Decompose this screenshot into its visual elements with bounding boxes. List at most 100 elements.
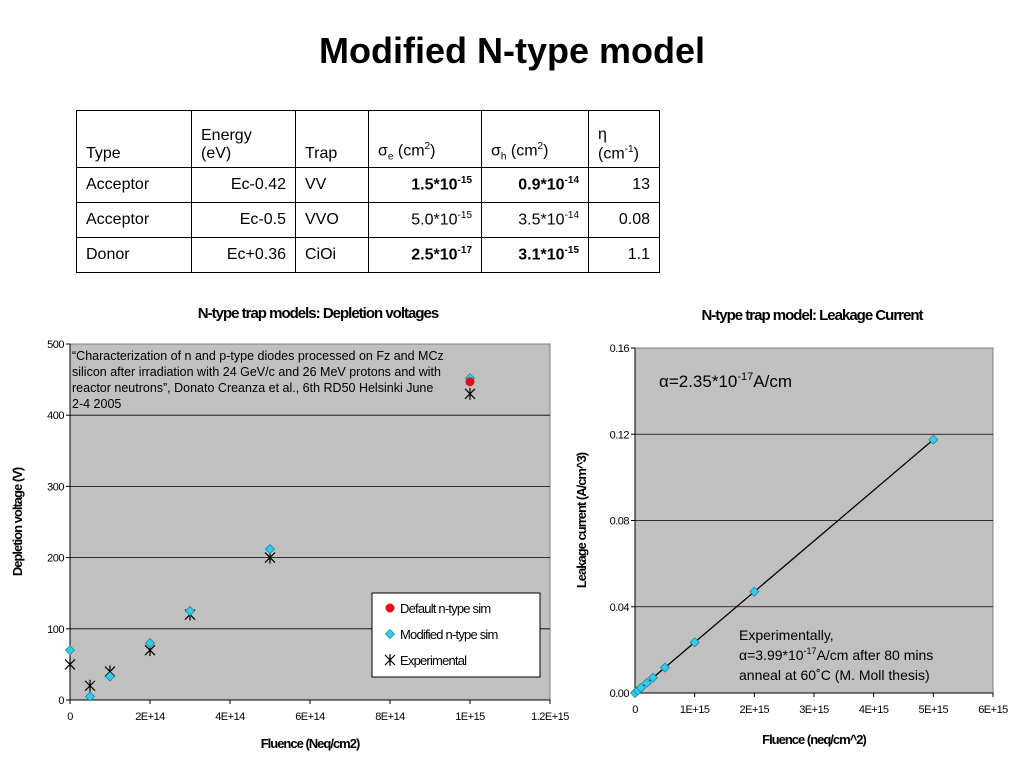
header-energy: Energy (eV) (191, 110, 296, 168)
experimental-note-line2: α=3.99*10-17A/cm after 80 mins (739, 646, 933, 663)
cell-sigma-h: 0.9*10-14 (481, 167, 589, 203)
cell-energy: Ec+0.36 (191, 237, 296, 273)
y-tick-label: 0.16 (610, 343, 630, 355)
cell-eta: 13 (588, 167, 660, 203)
header-eta: η (cm-1) (588, 110, 660, 168)
legend-label: Experimental (400, 653, 467, 668)
data-point (635, 682, 647, 693)
leakage-current-chart: 0 1E+15 2E+15 3E+15 4E+15 5E+15 6E+15 0.00 0.04 0… (574, 307, 1009, 747)
sigma-e-unit-exp: 2 (424, 141, 431, 153)
y-tick-label: 100 (47, 624, 64, 636)
modified-sim-point (64, 645, 76, 656)
sigma-e-subscript: e (387, 152, 394, 163)
default-sim-point (465, 377, 475, 387)
chart-title: N-type trap model: Leakage Current (701, 307, 923, 324)
legend-label: Default n-type sim (400, 601, 490, 616)
cell-trap: CiOi (295, 237, 369, 273)
data-point (647, 672, 658, 683)
chart-title: N-type trap models: Depletion voltages (198, 305, 439, 322)
y-tick-label: 0.04 (610, 602, 630, 614)
data-point (641, 677, 652, 688)
y-tick-label: 0.12 (610, 429, 630, 441)
legend: Default n-type sim Modified n-type sim Exp… (371, 592, 541, 678)
experimental-point (64, 658, 76, 671)
eta-unit: (cm (598, 145, 625, 162)
x-axis-label: Fluence (neq/cm^2) (762, 732, 866, 747)
cell-sigma-e: 2.5*10-17 (368, 237, 482, 273)
y-tick-label: 0.08 (610, 516, 630, 528)
sigma-h-exponent: -14 (564, 175, 579, 187)
experimental-point (464, 387, 476, 400)
x-tick-label: 2E+14 (135, 711, 165, 723)
cell-energy: Ec-0.42 (191, 167, 296, 203)
x-tick-label: 6E+15 (978, 704, 1008, 716)
sigma-h-unit: (cm (506, 142, 538, 160)
sigma-h-unit-exp: 2 (537, 141, 544, 153)
sigma-h-exponent: -14 (564, 210, 579, 222)
legend-label: Modified n-type sim (400, 627, 498, 642)
eta-close: ) (633, 145, 639, 162)
table-row: Acceptor Ec-0.42 VV 1.5*10-15 0.9*10-14 … (76, 167, 660, 203)
y-tick-label: 300 (47, 481, 64, 493)
sigma-e-unit: (cm (393, 142, 425, 160)
cell-sigma-h: 3.1*10-15 (481, 237, 589, 273)
sigma-h-exponent: -15 (564, 245, 579, 257)
modified-sim-point (104, 671, 116, 682)
sigma-h-close: ) (543, 142, 549, 160)
experimental-note-line1: Experimentally, (739, 627, 834, 643)
y-tick-label: 400 (47, 410, 64, 422)
sigma-h-mantissa: 3.5*10 (518, 211, 565, 229)
depletion-voltage-chart: 0 2E+14 4E+14 6E+14 8E+14 1E+15 1.2E+15 0 100 200… (10, 305, 570, 751)
experimental-point (84, 679, 96, 692)
page-title: Modified N-type model (319, 30, 705, 71)
header-energy-line2: (eV) (201, 145, 232, 162)
x-tick-label: 5E+15 (919, 704, 949, 716)
sigma-h-subscript: h (500, 152, 507, 163)
cell-sigma-h: 3.5*10-14 (481, 202, 589, 238)
sigma-e-close: ) (430, 142, 436, 160)
cell-trap: VVO (295, 202, 369, 238)
sigma-e-mantissa: 5.0*10 (411, 211, 458, 229)
sigma-e-exponent: -17 (457, 245, 472, 257)
y-axis-label: Depletion voltage (V) (10, 467, 25, 576)
legend-marker (385, 603, 395, 613)
data-point (928, 434, 939, 445)
x-tick-label: 2E+15 (740, 704, 770, 716)
legend-box (371, 592, 541, 678)
x-tick-label: 1E+15 (680, 704, 710, 716)
sigma-e-exponent: -15 (457, 210, 472, 222)
x-tick-label: 8E+14 (375, 711, 405, 723)
data-point (689, 637, 700, 648)
cell-trap: VV (295, 167, 369, 203)
table-header-row: Type Energy (eV) Trap σe (cm2) σh (cm2) … (76, 110, 660, 168)
x-tick-label: 0 (67, 711, 73, 723)
modified-sim-point (184, 605, 196, 617)
x-tick-label: 0 (632, 704, 638, 716)
cell-eta: 1.1 (588, 237, 660, 273)
alpha-label: α=2.35*10-17A/cm (659, 371, 792, 391)
y-tick-label: 0.00 (610, 688, 630, 700)
cell-sigma-e: 5.0*10-15 (368, 202, 482, 238)
cell-sigma-e: 1.5*10-15 (368, 167, 482, 203)
citation-text: “Characterization of n and p-type diodes… (72, 349, 444, 411)
header-energy-line1: Energy (201, 127, 252, 144)
eta-symbol: η (598, 125, 607, 143)
x-tick-label: 3E+15 (799, 704, 829, 716)
sigma-h-mantissa: 0.9*10 (518, 176, 565, 194)
header-type: Type (76, 110, 192, 168)
cell-type: Donor (76, 237, 192, 273)
table-row: Acceptor Ec-0.5 VVO 5.0*10-15 3.5*10-14 … (76, 202, 660, 238)
sigma-e-mantissa: 2.5*10 (411, 246, 458, 264)
table-row: Donor Ec+0.36 CiOi 2.5*10-17 3.1*10-15 1… (76, 237, 660, 273)
legend-marker (384, 654, 396, 666)
citation-annotation: “Characterization of n and p-type diodes… (72, 349, 444, 411)
x-tick-label: 4E+14 (215, 711, 245, 723)
y-axis-label: Leakage current (A/cm^3) (574, 452, 589, 588)
y-tick-label: 500 (47, 339, 64, 351)
y-tick-label: 0 (58, 695, 64, 707)
legend-marker (384, 628, 396, 640)
fit-line (634, 439, 934, 694)
modified-sim-point (84, 691, 96, 702)
sigma-h-symbol: σ (491, 142, 501, 160)
